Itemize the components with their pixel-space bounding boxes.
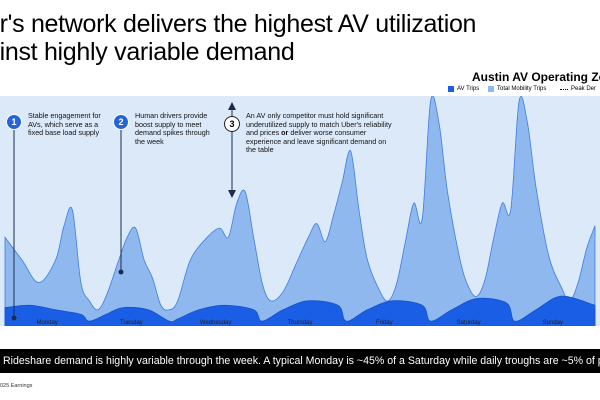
legend-swatch-peak-demand: [560, 88, 568, 90]
x-tick-label-wednesday: Wednesday: [200, 320, 232, 326]
annotation-3-arrow-up: [228, 102, 236, 110]
x-tick-label-friday: Friday: [376, 320, 393, 326]
takeaway-banner: Rideshare demand is highly variable thro…: [0, 349, 600, 373]
utilization-area-chart: Monday Tuesday Wednesday Thursday Friday Satu…: [0, 96, 600, 326]
annotation-note-3-bold: or: [281, 128, 289, 138]
headline-line-2: ainst highly variable demand: [0, 38, 295, 66]
annotation-marker-2: 2: [113, 114, 129, 130]
legend-swatch-av-trips: [448, 86, 454, 92]
annotation-note-3-part-1: An AV only competitor must hold signific…: [246, 111, 392, 138]
annotation-note-3-part-2: deliver worse consumer experience and le…: [246, 128, 387, 155]
annotation-1-leader-dot: [11, 315, 17, 321]
annotation-note-3: An AV only competitor must hold signific…: [246, 111, 396, 155]
x-tick-label-saturday: Saturday: [457, 320, 481, 326]
legend-swatch-total-trips: [488, 86, 494, 92]
legend-label-peak-demand: Peak Der: [571, 86, 597, 92]
legend-item-peak-demand: Peak Der: [560, 86, 596, 92]
annotation-note-1: Stable engagement for AVs, which serve a…: [28, 111, 101, 138]
headline-line-1: er's network delivers the highest AV uti…: [0, 10, 477, 38]
x-tick-label-thursday: Thursday: [287, 320, 312, 326]
annotation-3-arrow-down: [228, 190, 236, 198]
x-tick-label-monday: Monday: [36, 320, 57, 326]
legend-label-total-trips: Total Mobility Trips: [497, 86, 547, 92]
chart-title: Austin AV Operating Zo: [472, 70, 600, 84]
legend-item-av-trips: AV Trips: [448, 86, 479, 92]
legend-label-av-trips: AV Trips: [457, 86, 480, 92]
page-headline: er's network delivers the highest AV uti…: [0, 10, 476, 66]
source-note: 025 Earnings: [0, 383, 33, 389]
annotation-marker-1: 1: [6, 114, 22, 130]
legend-item-total-trips: Total Mobility Trips: [488, 86, 546, 92]
x-tick-label-tuesday: Tuesday: [120, 320, 143, 326]
takeaway-text: Rideshare demand is highly variable thro…: [3, 355, 600, 367]
annotation-marker-3: 3: [224, 116, 240, 132]
series-area-av-trips: [4, 295, 596, 326]
annotation-note-2: Human drivers provide boost supply to me…: [135, 111, 210, 146]
annotation-2-leader-dot: [118, 269, 124, 275]
chart-legend: AV Trips Total Mobility Trips Peak Der: [448, 86, 600, 96]
x-tick-label-sunday: Sunday: [543, 320, 563, 326]
